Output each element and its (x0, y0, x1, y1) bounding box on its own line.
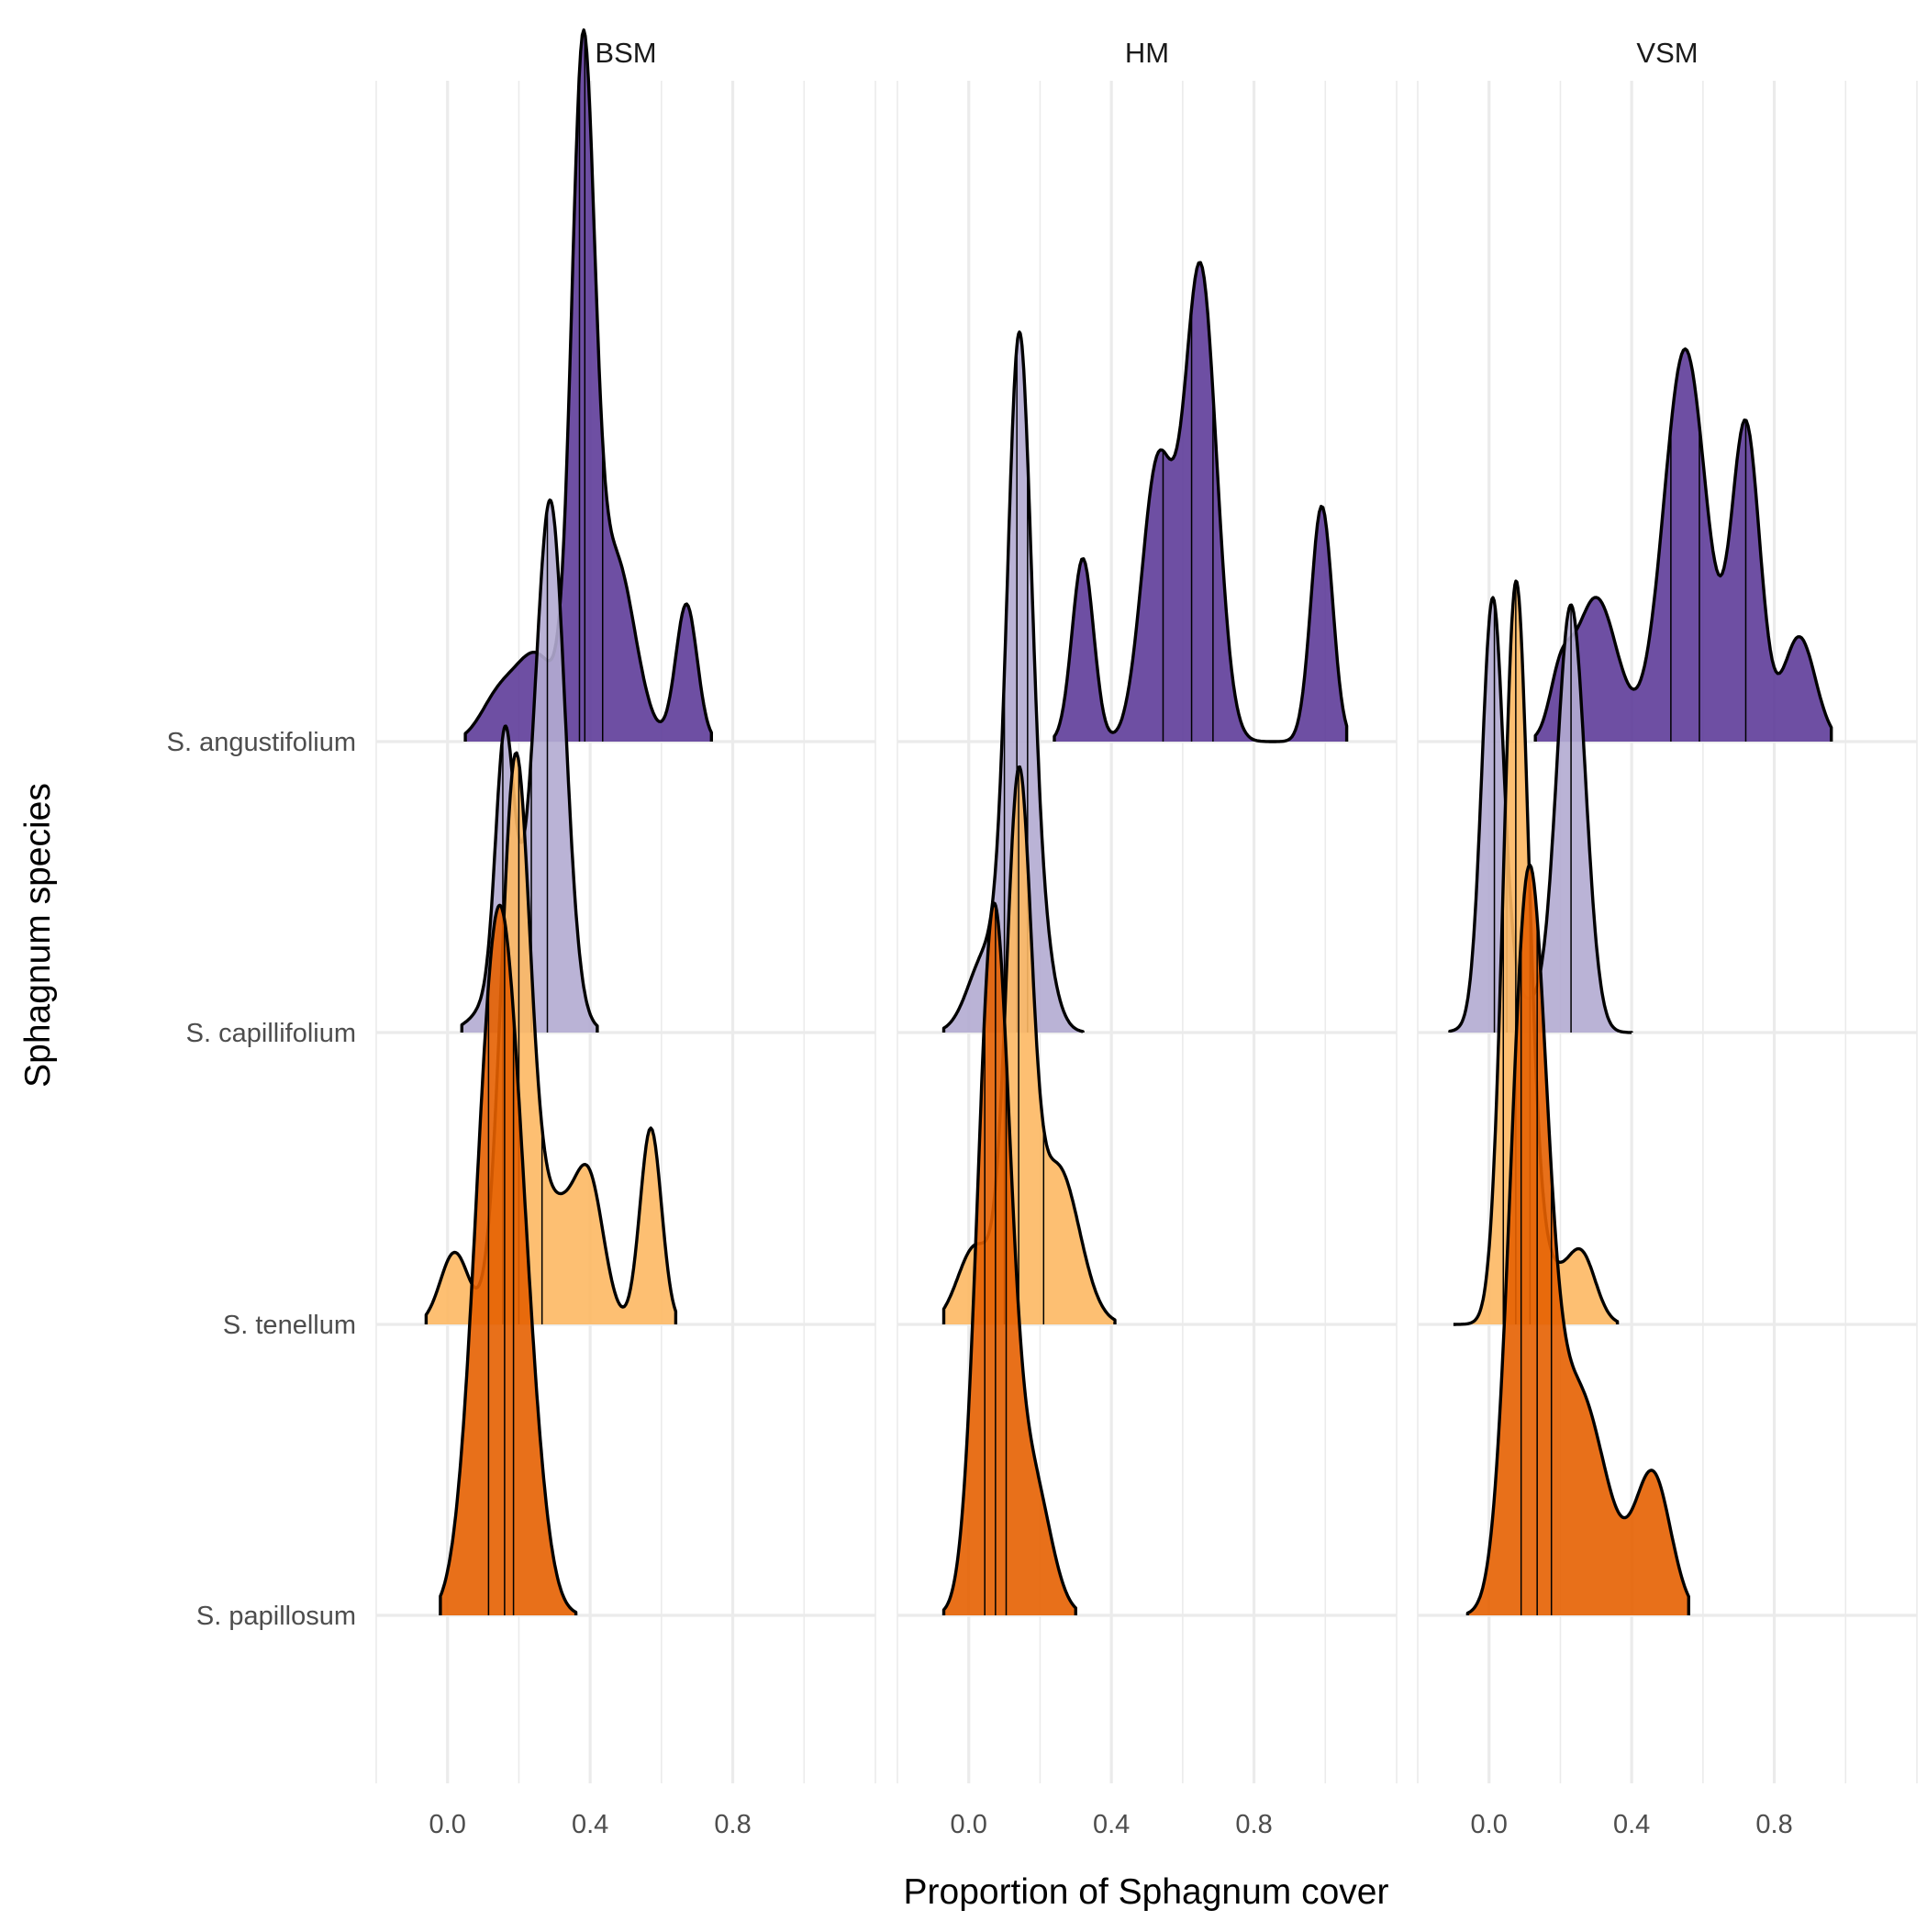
ridge-group (941, 901, 1077, 1615)
ridge-outline (941, 765, 1117, 1324)
labels: BSM 0.0 0.4 0.8 HM 0.0 0.4 0.8 VSM 0.0 0.4 0.8 S. an… (18, 37, 1793, 1912)
x-tick-label: 0.8 (714, 1810, 751, 1839)
ridge-fill (943, 766, 1115, 1324)
ridge-fill (1467, 865, 1689, 1615)
x-tick-label: 0.4 (572, 1810, 608, 1839)
ridge-fill (465, 29, 712, 743)
ridge-group (439, 903, 578, 1615)
ridge-group (1053, 261, 1349, 743)
x-tick-label: 0.4 (1613, 1810, 1650, 1839)
ridge-group (1465, 863, 1690, 1615)
x-tick-label: 0.0 (951, 1810, 987, 1839)
ridge-outline (1533, 347, 1833, 742)
x-axis-title: Proportion of Sphagnum cover (904, 1872, 1389, 1912)
ridge-fill (943, 903, 1076, 1615)
ridge-outline (941, 901, 1077, 1615)
ridge-group (460, 498, 599, 1033)
y-tick-label: S. capillifolium (186, 1019, 356, 1048)
facet-label: HM (1125, 37, 1169, 69)
facet-label: BSM (595, 37, 656, 69)
facet-label: VSM (1636, 37, 1698, 69)
ridge-fill (1054, 262, 1347, 743)
ridge-outline (463, 28, 713, 742)
ridge-fill (440, 905, 576, 1615)
ridge-fill (1450, 597, 1632, 1033)
x-tick-label: 0.8 (1235, 1810, 1272, 1839)
ridge-fill (943, 331, 1084, 1033)
ridge-outline (1465, 863, 1690, 1615)
y-tick-label: S. angustifolium (167, 728, 356, 757)
ridge-outline (941, 330, 1085, 1033)
x-tick-label: 0.0 (429, 1810, 466, 1839)
ridge-group (1533, 347, 1833, 742)
ridge-group (463, 28, 713, 743)
grid-lines (375, 81, 1918, 1783)
ridge-outline (1053, 261, 1349, 743)
x-tick-label: 0.0 (1471, 1810, 1508, 1839)
y-tick-label: S. tenellum (223, 1311, 356, 1340)
y-tick-label: S. papillosum (196, 1602, 356, 1631)
x-tick-label: 0.4 (1093, 1810, 1130, 1839)
x-tick-label: 0.8 (1755, 1810, 1792, 1839)
ridge-outline (460, 498, 599, 1033)
ridge-outline (424, 751, 678, 1324)
ridge-fill (426, 753, 676, 1324)
ridge-fill (462, 499, 597, 1033)
ridge-fill (1535, 349, 1832, 742)
y-axis-title: Sphagnum species (18, 783, 58, 1088)
ridges (424, 28, 1833, 1615)
ridge-outline (439, 903, 578, 1615)
